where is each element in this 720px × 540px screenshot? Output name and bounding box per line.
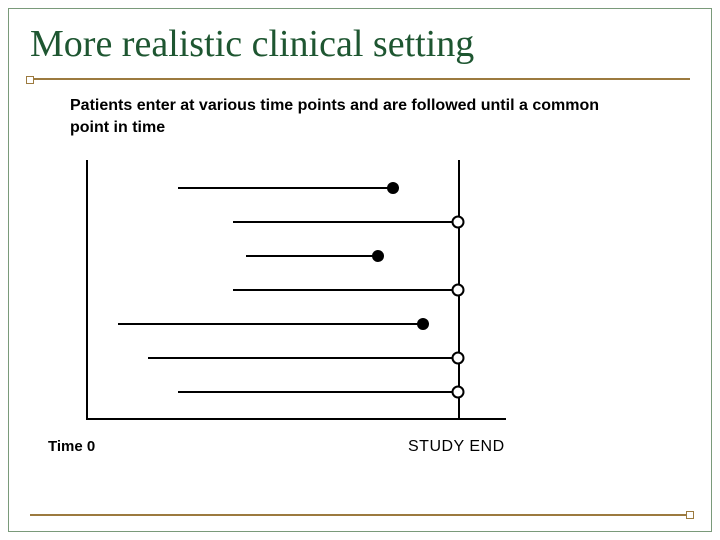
event-marker-icon — [372, 250, 384, 262]
patient-line — [246, 255, 378, 257]
censored-marker-icon — [452, 386, 465, 399]
axis-bottom — [86, 418, 506, 420]
event-marker-icon — [417, 318, 429, 330]
event-marker-icon — [387, 182, 399, 194]
bottom-rule-line — [30, 514, 690, 516]
slide-subtitle: Patients enter at various time points an… — [70, 95, 640, 138]
patient-line — [148, 357, 458, 359]
title-underline — [30, 78, 690, 80]
bottom-rule-endcap — [686, 511, 694, 519]
label-study-end: STUDY END — [408, 438, 505, 456]
patient-line — [233, 221, 458, 223]
patient-line — [233, 289, 458, 291]
censored-marker-icon — [452, 284, 465, 297]
slide-title: More realistic clinical setting — [30, 22, 690, 74]
censored-marker-icon — [452, 216, 465, 229]
bottom-rule — [30, 514, 690, 516]
title-block: More realistic clinical setting — [30, 22, 690, 74]
censored-marker-icon — [452, 352, 465, 365]
patient-line — [178, 391, 458, 393]
timeline-diagram — [58, 160, 528, 420]
patient-line — [178, 187, 393, 189]
title-underline-endcap — [26, 76, 34, 84]
label-time-zero: Time 0 — [48, 438, 95, 455]
patient-line — [118, 323, 423, 325]
axis-time-zero — [86, 160, 88, 420]
